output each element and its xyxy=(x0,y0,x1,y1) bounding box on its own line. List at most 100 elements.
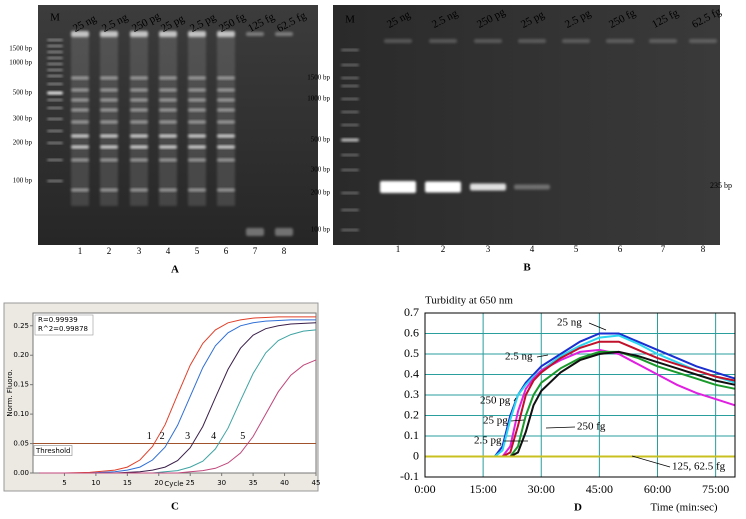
threshold-box xyxy=(33,445,73,456)
y-tick-label: -0.1 xyxy=(400,469,419,483)
gel-band xyxy=(275,228,293,236)
gel-band xyxy=(188,98,206,102)
gel-band xyxy=(188,145,206,149)
gel-band xyxy=(71,98,89,102)
gel-band xyxy=(217,188,235,192)
gel-band xyxy=(425,181,461,193)
gel-band xyxy=(71,145,89,149)
marker-label: M xyxy=(50,12,60,24)
gel-band xyxy=(100,145,118,149)
gel-band xyxy=(71,108,89,112)
gel-band xyxy=(341,209,359,211)
gel-band xyxy=(100,98,118,102)
gel-band xyxy=(159,31,177,37)
gel-band xyxy=(217,76,235,80)
gel-band xyxy=(275,32,293,36)
lane-number: 7 xyxy=(253,246,258,256)
callout-line xyxy=(588,322,607,331)
lane-number: 1 xyxy=(78,246,83,256)
panel-label: B xyxy=(523,262,531,274)
gel-band xyxy=(562,39,590,43)
gel-band xyxy=(100,108,118,112)
gel-band xyxy=(100,188,118,192)
gel-band xyxy=(341,64,359,66)
gel-band xyxy=(71,188,89,192)
gel-band xyxy=(341,169,359,171)
gel-image xyxy=(333,5,720,245)
gel-band xyxy=(159,76,177,80)
y-tick-label: 0.5 xyxy=(404,346,419,360)
callout-line xyxy=(545,426,576,429)
gel-band xyxy=(159,108,177,112)
y-tick-label: 0 xyxy=(413,448,419,462)
gel-band xyxy=(47,142,63,144)
series-label: 2 xyxy=(160,431,165,442)
y-tick-label: 0.6 xyxy=(404,325,419,339)
y-tick-label: 0.1 xyxy=(404,428,419,442)
gel-band xyxy=(341,229,359,231)
x-tick-label: 30 xyxy=(217,479,226,487)
y-axis-label: Norm. Fluoro. xyxy=(6,369,14,416)
gel-band xyxy=(130,158,148,162)
gel-band xyxy=(130,98,148,102)
size-label: 300 bp xyxy=(311,166,331,174)
y-tick-label: 0.15 xyxy=(13,381,29,389)
series-label: 2.5 ng xyxy=(505,351,533,363)
gel-band xyxy=(47,118,63,120)
x-tick-label: 5 xyxy=(62,479,66,487)
y-tick-label: 0.05 xyxy=(13,440,29,448)
lane-number: 4 xyxy=(530,244,535,254)
lane-number: 8 xyxy=(282,246,287,256)
gel-band xyxy=(341,77,359,79)
series-label: 1 xyxy=(147,431,152,442)
gel-band xyxy=(188,134,206,138)
x-axis-label: Cycle xyxy=(164,480,183,488)
gel-band xyxy=(159,158,177,162)
size-label: 200 bp xyxy=(311,189,331,197)
gel-band xyxy=(159,134,177,138)
series-line xyxy=(39,319,316,474)
gel-band xyxy=(71,31,89,37)
lane-number: 6 xyxy=(224,246,229,256)
series-label: 3 xyxy=(185,431,190,442)
x-tick-label: 40 xyxy=(280,479,289,487)
gel-band xyxy=(159,98,177,102)
gel-band xyxy=(47,180,63,182)
gel-band xyxy=(474,39,502,43)
gel-band xyxy=(470,183,506,191)
y-tick-label: 0.4 xyxy=(404,366,419,380)
gel-band xyxy=(47,69,63,71)
gel-band xyxy=(47,83,63,85)
gel-band xyxy=(188,76,206,80)
series-label: 25 pg xyxy=(483,415,508,427)
gel-band xyxy=(47,39,63,41)
gel-band xyxy=(71,88,89,92)
plot-border xyxy=(424,312,736,478)
size-label: 500 bp xyxy=(13,89,33,97)
x-tick-label: 75:00 xyxy=(702,482,729,496)
size-label: 300 bp xyxy=(13,115,33,123)
chart-title: Turbidity at 650 nm xyxy=(425,295,513,307)
gel-band xyxy=(246,32,264,36)
gel-band xyxy=(341,111,359,113)
gel-band xyxy=(217,31,235,37)
gel-band xyxy=(341,154,359,156)
x-tick-label: 20 xyxy=(154,479,163,487)
x-tick-label: 60:00 xyxy=(644,482,671,496)
size-label: 235 bp xyxy=(710,181,732,190)
size-label: 100 bp xyxy=(13,177,33,185)
lane-number: 4 xyxy=(166,246,171,256)
callout-line xyxy=(513,397,517,402)
gel-band xyxy=(47,63,63,65)
lane-number: 2 xyxy=(441,244,446,254)
gel-band xyxy=(689,39,717,43)
gel-band xyxy=(341,124,359,126)
lane-number: 3 xyxy=(137,246,142,256)
gel-band xyxy=(188,188,206,192)
gel-band xyxy=(341,85,359,87)
threshold-label: Threshold xyxy=(35,447,71,455)
y-tick-label: 0.7 xyxy=(404,305,419,319)
gel-band xyxy=(649,39,677,43)
